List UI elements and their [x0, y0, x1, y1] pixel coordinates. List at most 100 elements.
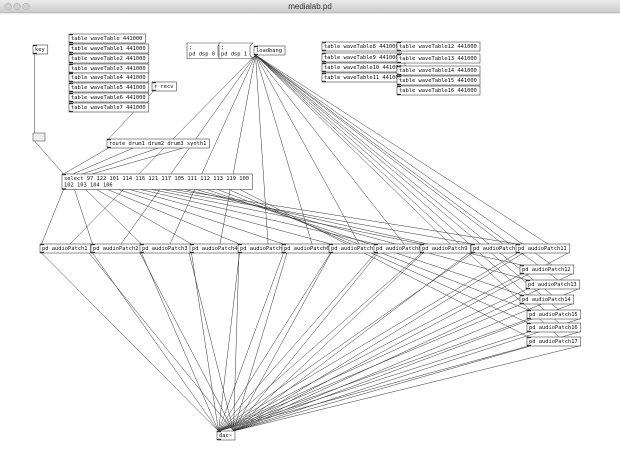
- object-text: pd dsp 1: [221, 52, 247, 58]
- object-box[interactable]: [419, 243, 471, 254]
- inlet: [420, 244, 424, 246]
- connections: [34, 54, 580, 432]
- control-connection: [255, 54, 405, 245]
- inlet: [322, 73, 326, 75]
- control-connection: [233, 252, 240, 432]
- object-box[interactable]: [396, 85, 481, 96]
- object-text: key: [35, 47, 45, 53]
- outlet: [69, 80, 73, 82]
- outlet: [397, 83, 401, 85]
- object-box[interactable]: [68, 92, 150, 103]
- object-box[interactable]: [32, 44, 49, 55]
- inlet: [69, 103, 73, 105]
- object-box[interactable]: [68, 33, 146, 44]
- control-connection: [218, 252, 518, 432]
- object-box[interactable]: [526, 309, 582, 320]
- inlet: [69, 93, 73, 95]
- object-box[interactable]: [151, 81, 177, 92]
- object-text: r recv: [154, 84, 173, 90]
- object-box[interactable]: [519, 294, 575, 305]
- control-connection: [91, 147, 184, 175]
- object-text: table waveTable 441000: [71, 36, 142, 42]
- control-connection: [41, 252, 219, 432]
- object-text: table waveTable5 441000: [71, 85, 146, 91]
- minimize-button[interactable]: [13, 2, 21, 11]
- close-button[interactable]: [4, 2, 12, 11]
- control-connection: [218, 318, 529, 432]
- control-connection: [233, 252, 332, 432]
- outlet: [282, 251, 286, 253]
- control-connection: [139, 252, 234, 432]
- number-box[interactable]: [32, 132, 46, 142]
- object-text: table waveTable4 441000: [71, 75, 146, 81]
- inlet: [329, 244, 333, 246]
- object-box[interactable]: [68, 43, 150, 54]
- outlet: [520, 302, 524, 304]
- object-box[interactable]: [253, 45, 286, 56]
- object-box[interactable]: [39, 243, 91, 254]
- object-box[interactable]: [216, 430, 236, 441]
- object-box[interactable]: [106, 138, 210, 149]
- object-box[interactable]: [396, 65, 481, 76]
- control-connection: [188, 252, 234, 432]
- inlet: [238, 244, 242, 246]
- control-connection: [96, 189, 192, 245]
- object-box[interactable]: [396, 41, 481, 52]
- control-connection: [151, 189, 422, 245]
- object-box[interactable]: [525, 279, 581, 290]
- control-connection: [233, 252, 524, 432]
- control-connection: [41, 189, 64, 245]
- outlet: [69, 90, 73, 92]
- message-box[interactable]: [218, 42, 254, 59]
- control-connection: [184, 189, 522, 266]
- inlet: [140, 244, 144, 246]
- object-box[interactable]: [526, 336, 582, 347]
- object-box[interactable]: [61, 173, 253, 190]
- object-text: table waveTable13 441000: [399, 56, 477, 62]
- inlet: [527, 337, 531, 339]
- object-box[interactable]: [515, 243, 571, 254]
- inlet: [374, 244, 378, 246]
- object-box[interactable]: [396, 75, 481, 86]
- control-connection: [140, 189, 376, 245]
- object-text: pd dsp 0: [189, 52, 215, 58]
- object-box[interactable]: [68, 72, 150, 83]
- object-box[interactable]: [68, 53, 150, 64]
- outlet: [238, 251, 242, 253]
- object-box[interactable]: [519, 264, 575, 275]
- control-connection: [233, 288, 579, 432]
- control-connection: [206, 189, 522, 296]
- outlet: [69, 41, 73, 43]
- control-connection: [92, 252, 219, 432]
- control-connection: [228, 189, 529, 324]
- control-connection: [218, 303, 522, 432]
- inlet: [91, 244, 95, 246]
- control-connection: [255, 54, 553, 266]
- inlet: [69, 83, 73, 85]
- outlet: [190, 251, 194, 253]
- inlet: [69, 34, 73, 36]
- outlet: [397, 61, 401, 63]
- control-connection: [218, 252, 473, 432]
- control-connection: [233, 345, 580, 432]
- outlet: [91, 251, 95, 253]
- object-box[interactable]: [68, 102, 150, 113]
- control-connection: [141, 252, 219, 432]
- object-box[interactable]: [396, 53, 481, 64]
- inlet: [282, 244, 286, 246]
- control-connection: [239, 189, 529, 338]
- outlet: [516, 251, 520, 253]
- object-text: pd audioPatch7: [331, 246, 376, 252]
- control-connection: [218, 331, 529, 432]
- control-connection: [218, 288, 528, 432]
- control-connection: [233, 318, 580, 432]
- zoom-button[interactable]: [22, 2, 30, 11]
- object-text: loadbang: [256, 48, 282, 54]
- object-box[interactable]: [526, 322, 582, 333]
- object-box[interactable]: [68, 82, 150, 93]
- control-connection: [255, 54, 269, 245]
- inlet: [69, 44, 73, 46]
- control-connection: [63, 147, 109, 175]
- control-connection: [129, 189, 331, 245]
- outlet: [33, 52, 37, 54]
